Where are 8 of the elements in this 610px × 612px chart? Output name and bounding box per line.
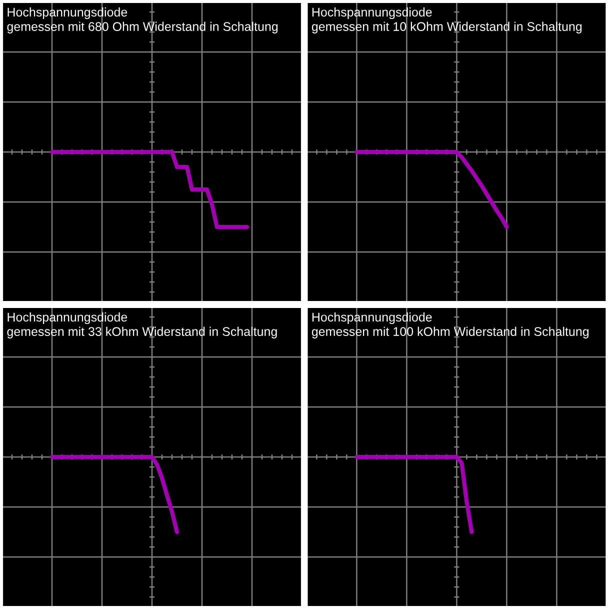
chart-subtitle: gemessen mit 33 kOhm Widerstand in Schaltung xyxy=(7,326,277,338)
chart-subtitle: gemessen mit 10 kOhm Widerstand in Schaltung xyxy=(312,22,582,34)
chart-title: Hochspannungsdiode xyxy=(8,7,128,20)
chart-subtitle: gemessen mit 680 Ohm Widerstand in Schaltung xyxy=(7,22,278,34)
chart-title: Hochspannungsdiode xyxy=(312,312,432,324)
chart-title: Hochspannungsdiode xyxy=(312,7,432,20)
chart-title: Hochspannungsdiode xyxy=(8,312,128,324)
chart-subtitle: gemessen mit 100 kOhm Widerstand in Schaltung xyxy=(312,326,589,338)
